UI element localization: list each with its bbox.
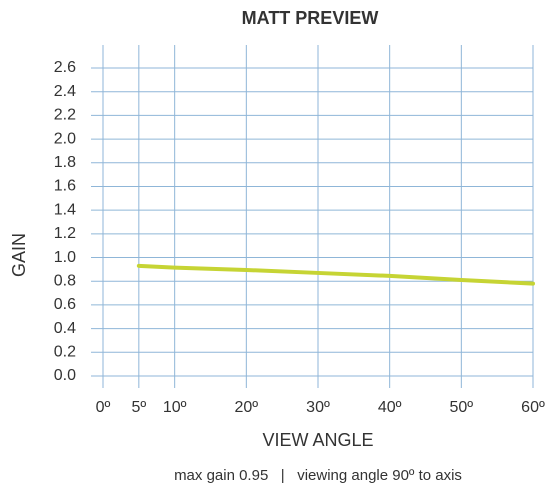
y-tick-label: 0.2	[54, 344, 76, 361]
x-tick-label: 0º	[96, 399, 111, 416]
y-tick-label: 1.4	[54, 201, 76, 218]
y-tick-label: 2.6	[54, 59, 76, 76]
y-tick-label: 0.4	[54, 320, 76, 337]
x-tick-label: 30º	[306, 399, 330, 416]
y-tick-label: 2.4	[54, 83, 76, 100]
y-tick-label: 0.6	[54, 296, 76, 313]
x-tick-label: 5º	[131, 399, 146, 416]
y-tick-label: 1.2	[54, 225, 76, 242]
y-tick-label: 0.0	[54, 367, 76, 384]
x-tick-label: 60º	[521, 399, 545, 416]
y-axis-label: GAIN	[9, 233, 29, 277]
y-tick-label: 1.0	[54, 249, 76, 266]
x-tick-label: 50º	[450, 399, 474, 416]
x-axis-label: VIEW ANGLE	[262, 430, 373, 450]
y-tick-label: 1.6	[54, 178, 76, 195]
y-tick-label: 1.8	[54, 154, 76, 171]
x-tick-label: 40º	[378, 399, 402, 416]
y-tick-label: 2.2	[54, 107, 76, 124]
x-tick-label: 10º	[163, 399, 187, 416]
y-tick-label: 2.0	[54, 130, 76, 147]
chart-title: MATT PREVIEW	[242, 8, 379, 28]
x-tick-label: 20º	[235, 399, 259, 416]
y-tick-label: 0.8	[54, 272, 76, 289]
annotation: max gain 0.95 | viewing angle 90º to axi…	[174, 467, 462, 484]
data-line	[136, 263, 535, 286]
